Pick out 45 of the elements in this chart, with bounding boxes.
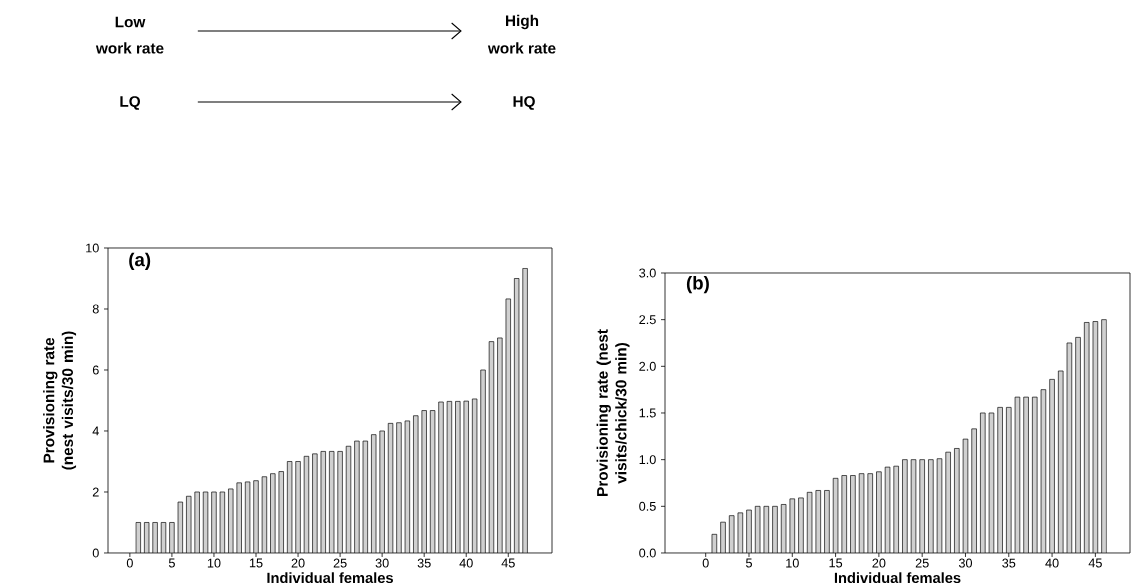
y-tick-label: 2 [92,487,99,497]
x-tick-label: 30 [958,558,973,568]
y-tick-label: 6 [92,365,99,375]
x-tick-label: 15 [829,558,843,568]
text: Low [115,16,146,28]
x-tick-label: 0 [702,558,709,568]
x-tick-label: 20 [872,558,886,568]
y-tick-label: 3.0 [639,268,656,278]
text: work rate [487,42,556,54]
y-tick-label: 1.0 [639,455,656,465]
x-tick-label: 25 [915,558,929,568]
x-tick-label: 35 [417,558,431,568]
x-tick-label: 5 [168,558,175,568]
y-axis-title: Provisioning rate (nest visits/30 min) [43,331,77,470]
x-tick-label: 10 [207,558,221,568]
x-tick-label: 30 [375,558,389,568]
text: HQ [513,96,535,110]
x-axis-title: Individual females [834,572,961,584]
x-axis-title: Individual females [267,572,393,584]
y-tick-label: 0 [92,548,99,558]
text: High [506,14,539,30]
y-tick-label: 2.5 [639,315,656,325]
text: LQ [120,96,140,110]
chart-title: (b) [686,275,709,294]
x-tick-label: 45 [1088,558,1102,568]
x-tick-label: 0 [126,558,133,568]
y-tick-label: 1.5 [639,408,656,418]
y-tick-label: 4 [92,426,99,436]
x-tick-label: 15 [249,558,263,568]
x-tick-label: 10 [786,558,799,568]
chart-title: (a) [129,252,151,271]
y-tick-label: 0.5 [639,501,656,511]
x-tick-label: 35 [1002,558,1016,568]
x-tick-label: 5 [745,558,752,568]
x-tick-label: 25 [333,558,347,568]
x-tick-label: 20 [291,558,305,568]
x-tick-label: 40 [1045,558,1059,568]
y-tick-label: 2.0 [639,361,656,371]
x-tick-label: 40 [459,558,473,568]
y-tick-label: 0.0 [639,548,656,558]
x-tick-label: 45 [501,558,515,568]
y-tick-label: 10 [86,243,99,253]
text: work rate [95,42,164,54]
y-axis-title: Provisioning rate (nest visits/chick/30 min) [596,329,630,496]
y-tick-label: 8 [92,304,99,314]
